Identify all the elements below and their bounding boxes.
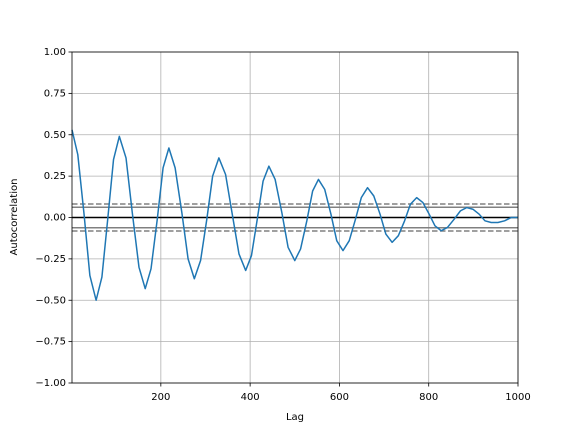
y-tick-label: −0.25	[35, 254, 66, 265]
y-tick-label: −1.00	[35, 378, 66, 389]
x-tick-label: 200	[151, 392, 170, 403]
x-tick-label: 1000	[505, 392, 530, 403]
y-tick-label: −0.75	[35, 337, 66, 348]
y-tick-label: 1.00	[44, 47, 66, 58]
x-tick-label: 400	[241, 392, 260, 403]
autocorrelation-line	[71, 129, 518, 301]
y-tick-label: 0.00	[44, 213, 66, 224]
y-tick-label: 0.75	[44, 88, 66, 99]
y-tick-label: 0.50	[44, 130, 66, 141]
x-axis-label: Lag	[286, 412, 304, 423]
x-tick-label: 600	[330, 392, 349, 403]
x-tick-label: 800	[419, 392, 438, 403]
plot-frame	[71, 51, 519, 384]
y-tick-label: 0.25	[44, 171, 66, 182]
y-axis-label: Autocorrelation	[9, 179, 20, 256]
y-tick-label: −0.50	[35, 295, 66, 306]
